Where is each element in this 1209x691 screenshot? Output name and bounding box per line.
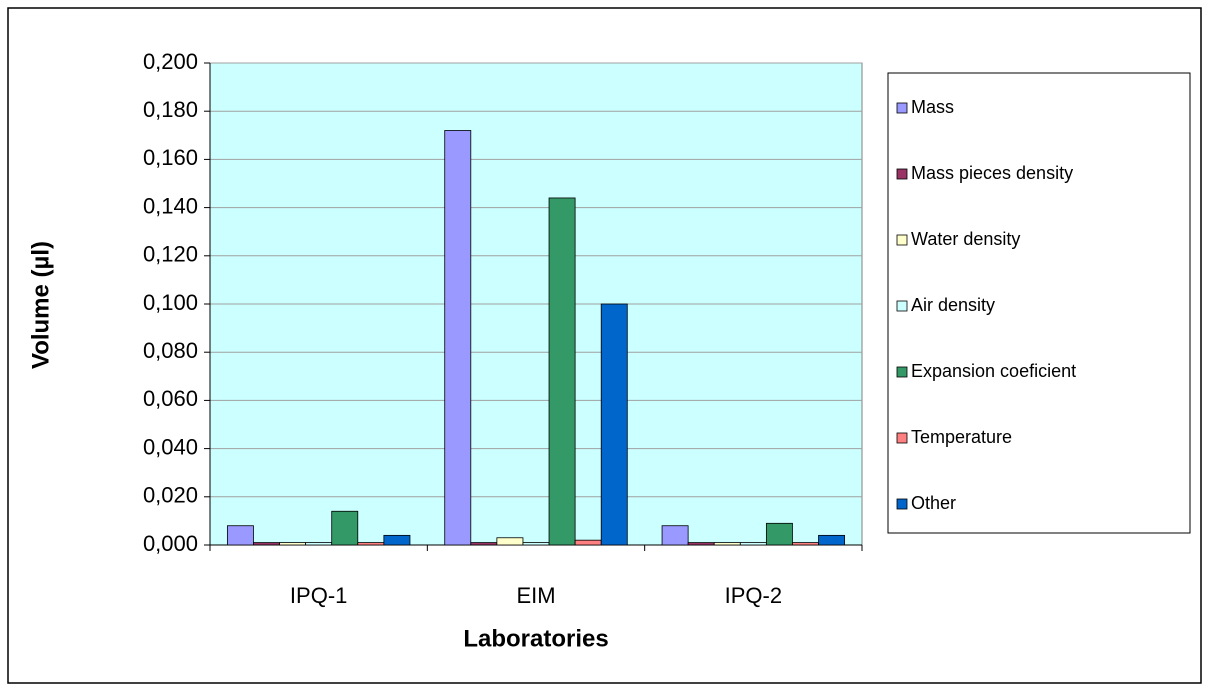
x-axis-title: Laboratories	[463, 625, 608, 652]
legend-swatch	[896, 102, 908, 114]
bar	[687, 542, 715, 546]
y-tick-label: 0,100	[143, 290, 198, 315]
y-tick-label: 0,180	[143, 97, 198, 122]
bar	[739, 542, 767, 546]
y-tick-label: 0,060	[143, 386, 198, 411]
bar	[496, 537, 524, 546]
y-tick-label: 0,140	[143, 193, 198, 218]
bar	[713, 542, 741, 546]
bar	[383, 534, 411, 546]
legend-box	[887, 72, 1191, 534]
bar	[574, 539, 602, 546]
bar	[226, 525, 254, 546]
legend-label: Expansion coeficient	[911, 361, 1076, 381]
legend-swatch	[896, 300, 908, 312]
x-tick-label: EIM	[516, 583, 555, 608]
x-tick-label: IPQ-1	[290, 583, 347, 608]
bar	[357, 542, 385, 546]
bar	[818, 534, 846, 546]
bar	[253, 542, 280, 546]
bar	[548, 197, 576, 546]
y-tick-label: 0,160	[143, 145, 198, 170]
bar	[792, 542, 819, 546]
y-tick-label: 0,040	[143, 434, 198, 459]
bar	[661, 525, 689, 546]
bar	[305, 542, 333, 546]
y-tick-label: 0,200	[143, 49, 198, 74]
x-tick-label: IPQ-2	[725, 583, 782, 608]
legend-swatch	[896, 234, 908, 246]
legend-swatch	[896, 168, 908, 180]
legend-swatch	[896, 366, 908, 378]
legend-label: Air density	[911, 295, 995, 315]
legend-swatch	[896, 498, 908, 510]
y-tick-label: 0,020	[143, 483, 198, 508]
bar	[331, 510, 359, 546]
y-tick-label: 0,000	[143, 531, 198, 556]
bar	[279, 542, 307, 546]
y-tick-label: 0,120	[143, 242, 198, 267]
legend-label: Mass pieces density	[911, 163, 1073, 183]
bar	[470, 542, 498, 546]
legend-label: Water density	[911, 229, 1020, 249]
legend-label: Mass	[911, 97, 954, 117]
bar	[765, 522, 793, 546]
bar	[444, 130, 472, 546]
legend-label: Other	[911, 493, 956, 513]
y-tick-label: 0,080	[143, 338, 198, 363]
bar	[600, 303, 628, 546]
legend-label: Temperature	[911, 427, 1012, 447]
bar	[522, 542, 550, 546]
y-axis-title: Volume (µl)	[27, 241, 54, 369]
legend-swatch	[896, 432, 908, 444]
